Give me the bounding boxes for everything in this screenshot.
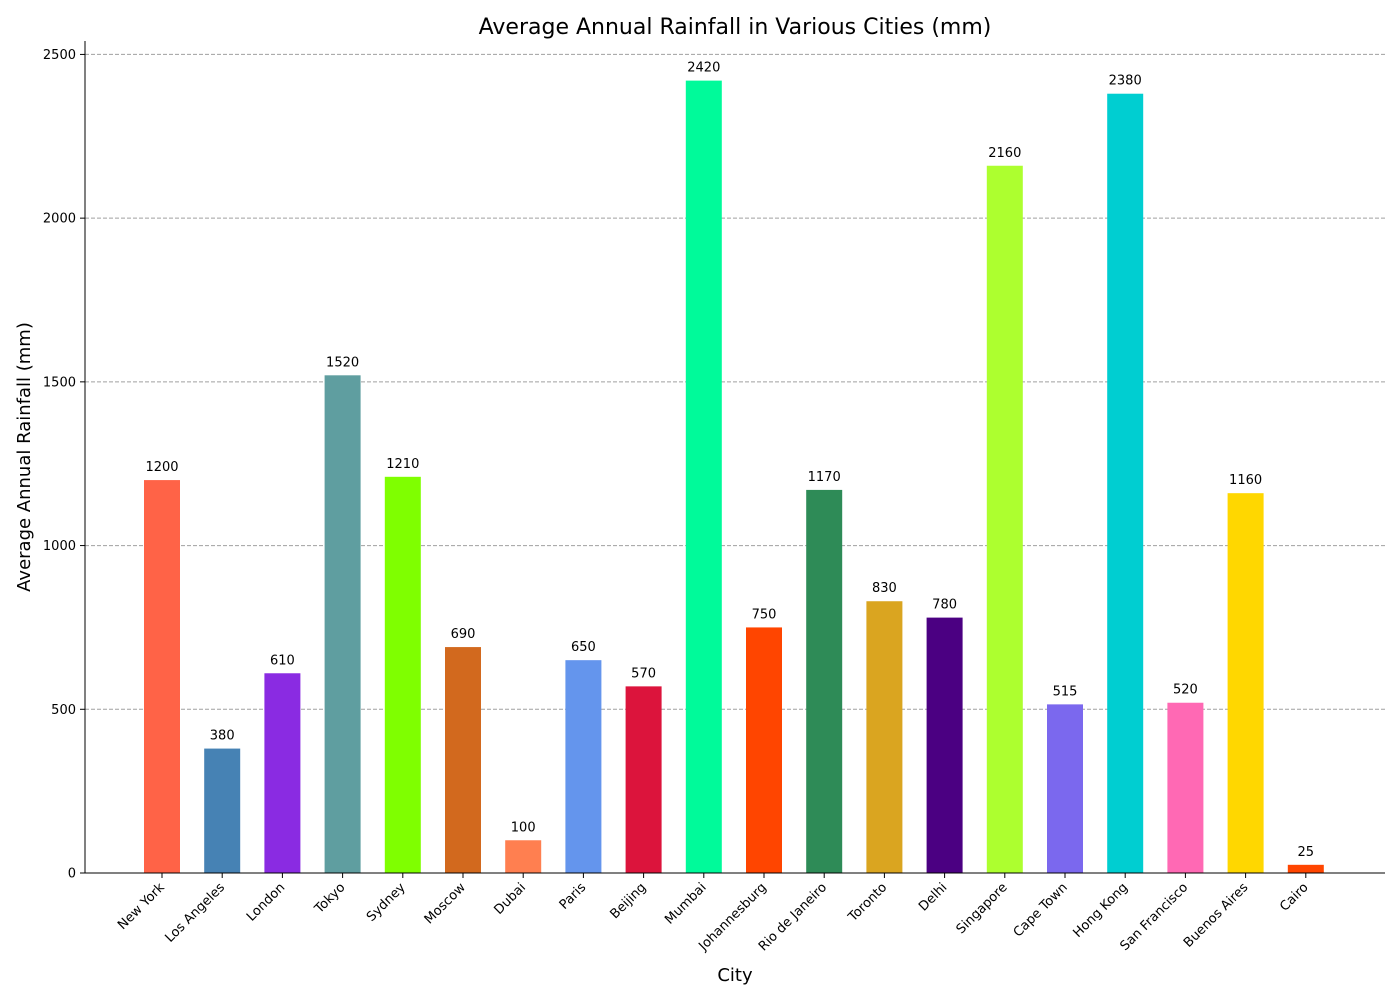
y-axis-ticks: 0 500 1000 1500 2000 2500: [43, 48, 85, 882]
y-tick-label: 0: [68, 867, 76, 882]
x-tick-label: Tokyo: [311, 880, 348, 917]
bar-value-label: 1160: [1229, 473, 1262, 488]
bar: [926, 617, 963, 873]
x-axis-label: City: [717, 965, 753, 986]
bar-value-label: 830: [872, 581, 897, 596]
bar: [505, 840, 542, 873]
bar-value-label: 380: [210, 729, 235, 744]
bar: [1227, 493, 1264, 873]
bar-value-label: 2160: [988, 146, 1021, 161]
bars: [144, 80, 1324, 874]
bar: [625, 686, 662, 873]
bar: [384, 476, 421, 873]
bar-value-label: 690: [451, 627, 476, 642]
data-labels: 1200 380 610 1520 1210 690 100 650 570 2420 750 117…: [145, 61, 1314, 860]
y-tick-label: 1500: [43, 375, 76, 390]
x-tick-label: New York: [115, 880, 168, 933]
x-tick-label: Mumbai: [662, 880, 709, 927]
bar-value-label: 1210: [386, 457, 419, 472]
bar-value-label: 1170: [808, 470, 841, 485]
bar: [565, 660, 602, 873]
bar: [264, 673, 301, 873]
bar: [144, 480, 180, 873]
x-tick-label: Paris: [557, 880, 590, 913]
x-tick-label: London: [244, 880, 288, 924]
bar: [986, 165, 1023, 874]
bar: [806, 489, 843, 873]
x-tick-label: Moscow: [422, 880, 469, 927]
x-tick-label: Toronto: [845, 880, 890, 925]
bar: [204, 748, 241, 873]
y-tick-label: 2500: [43, 48, 76, 63]
bar: [1167, 702, 1204, 873]
bar-value-label: 780: [932, 598, 957, 613]
bar: [685, 80, 722, 874]
bar-value-label: 1520: [326, 355, 359, 370]
x-tick-label: Dubai: [491, 880, 529, 918]
x-tick-label: Los Angeles: [163, 880, 229, 946]
bar-value-label: 520: [1173, 683, 1198, 698]
bar-value-label: 100: [511, 820, 536, 835]
x-tick-label: Cape Town: [1011, 880, 1071, 940]
x-tick-label: Cairo: [1277, 880, 1311, 914]
bar-value-label: 1200: [145, 460, 178, 475]
bar: [1047, 704, 1083, 873]
x-tick-label: Beijing: [608, 880, 650, 922]
bar: [746, 627, 782, 873]
x-tick-label: Singapore: [954, 880, 1011, 937]
x-tick-label: Delhi: [916, 880, 950, 914]
bar-value-label: 2380: [1109, 74, 1142, 89]
bar-value-label: 2420: [687, 61, 720, 76]
x-tick-label: Buenos Aires: [1181, 880, 1252, 951]
bar-value-label: 25: [1298, 845, 1315, 860]
x-tick-label: Sydney: [364, 880, 409, 925]
bar-value-label: 610: [270, 653, 295, 668]
gridlines: [85, 53, 1385, 710]
y-tick-label: 500: [51, 703, 76, 718]
bar: [324, 375, 361, 873]
bar: [866, 601, 903, 873]
bar: [1287, 864, 1324, 873]
bar-value-label: 650: [571, 640, 596, 655]
chart-title: Average Annual Rainfall in Various Citie…: [479, 15, 992, 40]
y-tick-label: 2000: [43, 212, 76, 227]
bar: [445, 647, 481, 873]
y-tick-label: 1000: [43, 539, 76, 554]
bar: [1107, 93, 1144, 874]
x-tick-label: Hong Kong: [1070, 880, 1131, 941]
bar-value-label: 570: [631, 666, 656, 681]
bar-value-label: 750: [752, 607, 777, 622]
bar-value-label: 515: [1053, 684, 1078, 699]
y-axis-label: Average Annual Rainfall (mm): [14, 322, 35, 592]
